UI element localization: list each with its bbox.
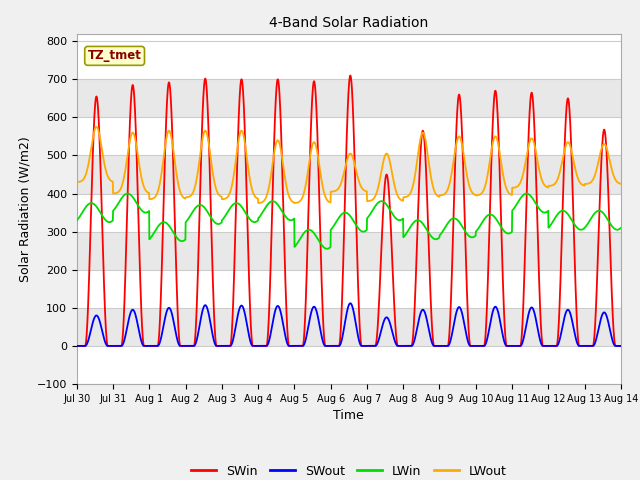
Bar [77, 346, 621, 384]
Y-axis label: Solar Radiation (W/m2): Solar Radiation (W/m2) [18, 136, 31, 282]
Bar [77, 41, 621, 79]
X-axis label: Time: Time [333, 409, 364, 422]
Title: 4-Band Solar Radiation: 4-Band Solar Radiation [269, 16, 428, 30]
Bar [77, 193, 621, 232]
Bar [77, 34, 621, 79]
Text: TZ_tmet: TZ_tmet [88, 49, 141, 62]
Bar [77, 118, 621, 156]
Legend: SWin, SWout, LWin, LWout: SWin, SWout, LWin, LWout [186, 460, 512, 480]
Bar [77, 270, 621, 308]
